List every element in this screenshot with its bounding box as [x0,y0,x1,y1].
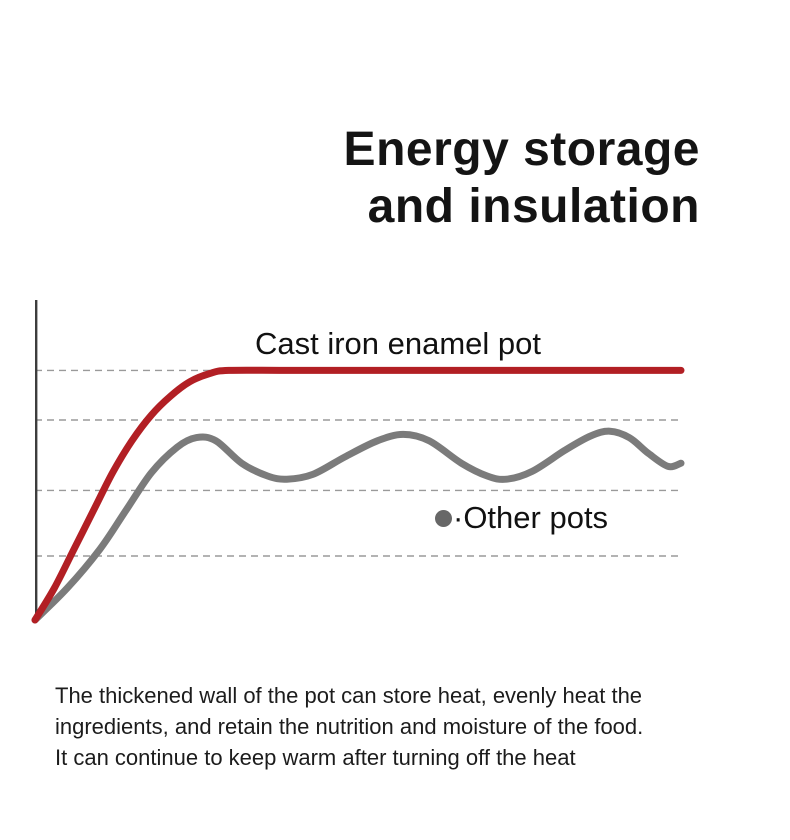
description-line-2: ingredients, and retain the nutrition an… [55,713,644,739]
other-pots-label-text: ·Other pots [453,500,609,535]
title-line-2: and insulation [367,179,700,233]
other-pots-dot-icon [435,509,452,527]
description-text: The thickened wall of the pot can store … [55,681,755,773]
cast-iron-series-label: Cast iron enamel pot [254,326,542,361]
chart-canvas [31,300,685,624]
title-line-1: Energy storage [343,123,700,176]
other-pots-series-label: ·Other pots [435,500,608,536]
line-chart: Cast iron enamel pot ·Other pots [31,300,685,624]
description-line-3: It can continue to keep warm after turni… [55,744,576,770]
description-line-1: The thickened wall of the pot can store … [55,683,643,708]
page-title: Energy storage and insulation [344,122,700,235]
